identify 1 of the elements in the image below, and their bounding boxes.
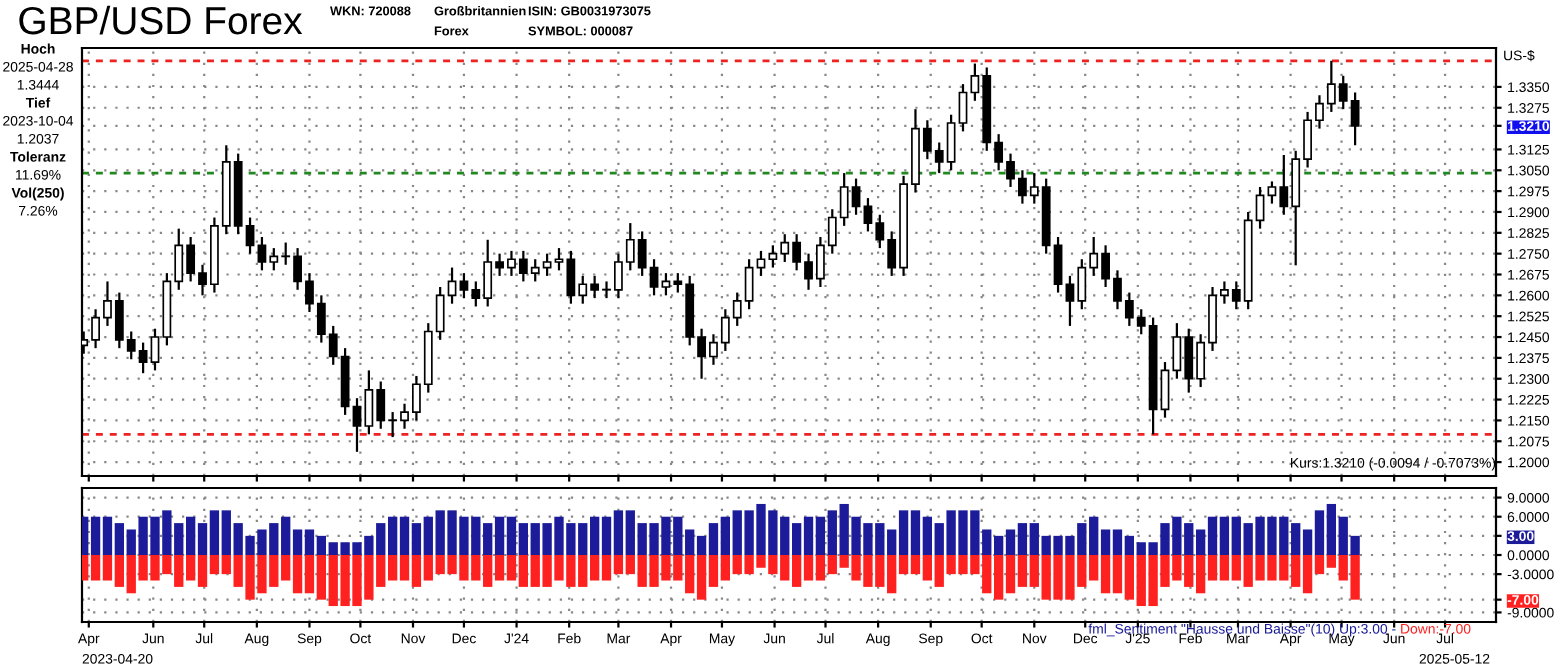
chart-title: GBP/USD Forex (19, 5, 303, 35)
